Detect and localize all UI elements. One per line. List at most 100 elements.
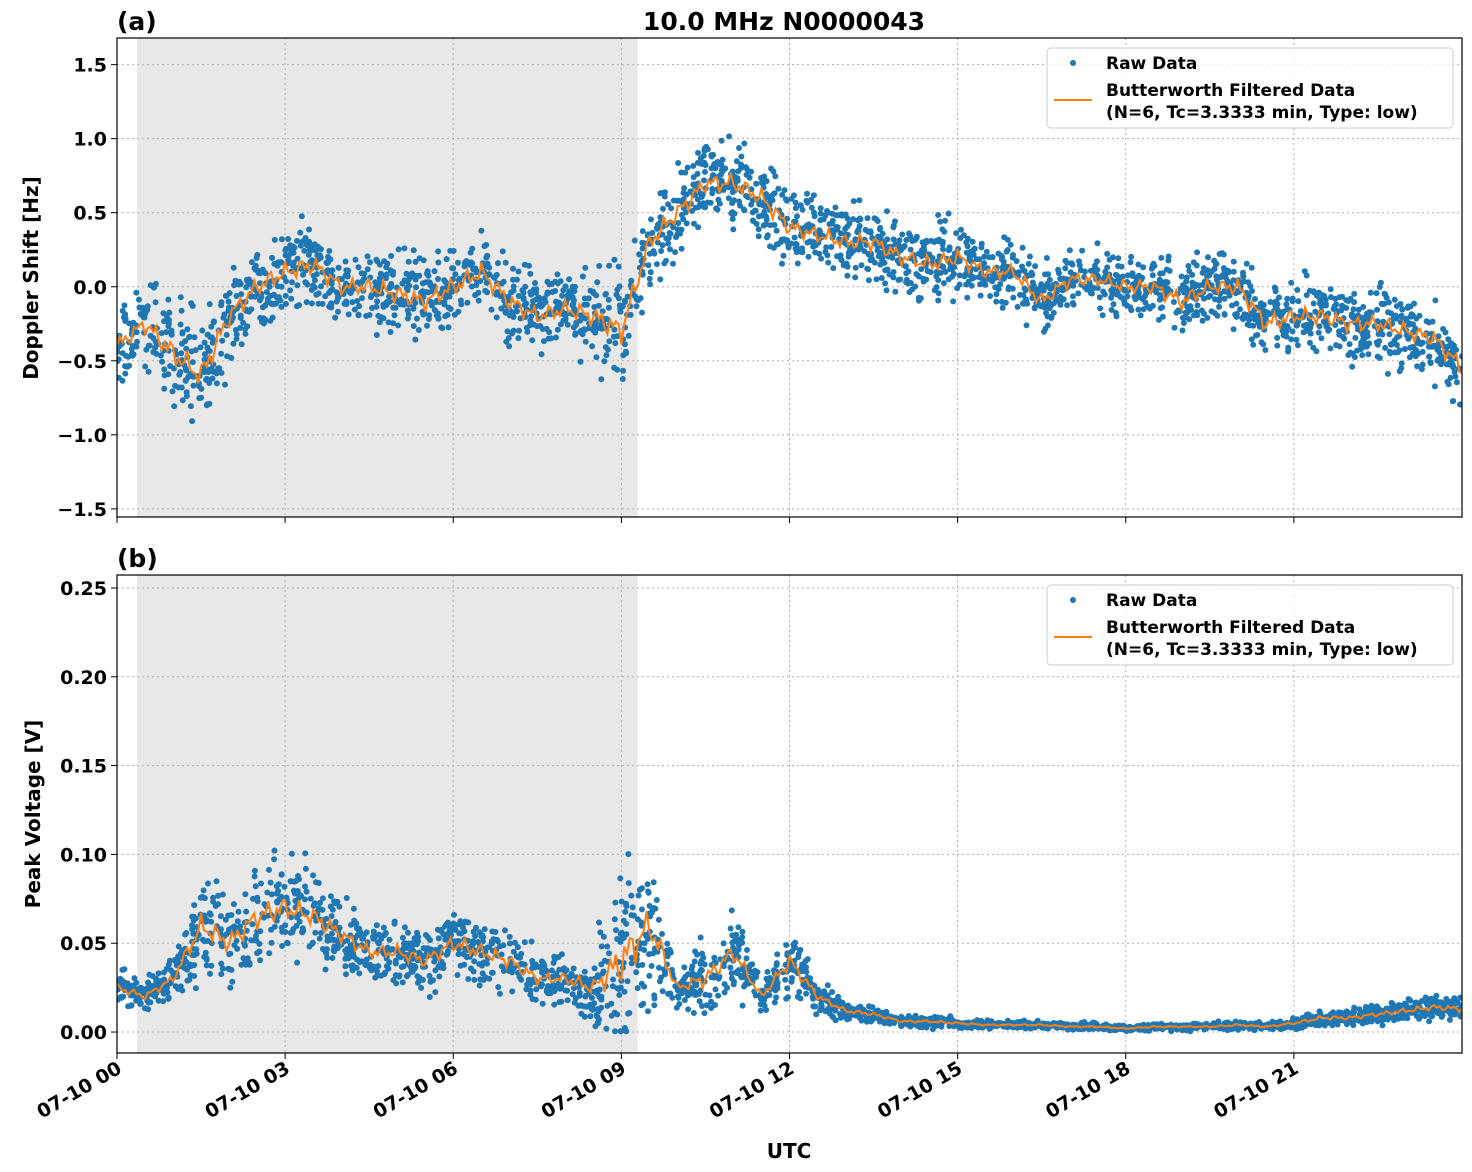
raw-data-point: [852, 264, 859, 271]
raw-data-point: [495, 984, 502, 991]
raw-data-point: [758, 996, 764, 1002]
panel-label-a: (a): [117, 7, 157, 36]
raw-data-point: [743, 192, 749, 199]
raw-data-point: [667, 230, 674, 237]
raw-data-point: [348, 921, 354, 928]
raw-data-point: [1248, 336, 1255, 343]
raw-data-point: [476, 982, 483, 989]
raw-data-point: [309, 939, 316, 946]
raw-data-point: [190, 382, 197, 389]
raw-data-point: [289, 243, 296, 250]
raw-data-point: [674, 226, 681, 233]
raw-data-point: [755, 226, 762, 233]
raw-data-point: [935, 297, 942, 304]
raw-data-point: [1128, 307, 1135, 314]
raw-data-point: [1225, 268, 1232, 274]
raw-data-point: [1046, 276, 1053, 283]
raw-data-point: [782, 196, 789, 203]
raw-data-point: [1412, 325, 1419, 332]
raw-data-point: [355, 312, 362, 319]
raw-data-point: [968, 282, 975, 289]
raw-data-point: [376, 275, 383, 282]
raw-data-point: [435, 259, 442, 266]
raw-data-point: [1390, 315, 1397, 322]
raw-data-point: [121, 302, 128, 309]
raw-data-point: [594, 279, 601, 286]
raw-data-point: [233, 335, 240, 342]
raw-data-point: [960, 232, 967, 239]
raw-data-point: [667, 246, 673, 253]
raw-data-point: [935, 212, 942, 218]
raw-data-point: [1144, 303, 1151, 310]
raw-data-point: [1256, 323, 1263, 330]
raw-data-point: [810, 995, 817, 1002]
raw-data-point: [937, 218, 944, 225]
raw-data-point: [264, 889, 271, 896]
raw-data-point: [1240, 273, 1247, 280]
raw-data-point: [481, 926, 488, 933]
raw-data-point: [1123, 293, 1130, 300]
raw-data-point: [373, 303, 380, 310]
raw-data-point: [946, 246, 953, 253]
raw-data-point: [578, 1010, 585, 1017]
raw-data-point: [639, 309, 645, 316]
raw-data-point: [700, 152, 707, 159]
y-tick-label: −0.5: [57, 351, 107, 373]
chart-title: 10.0 MHz N0000043: [643, 7, 925, 36]
raw-data-point: [271, 260, 278, 267]
raw-data-point: [1180, 320, 1187, 326]
raw-data-point: [598, 325, 605, 332]
raw-data-point: [1279, 310, 1286, 317]
raw-data-point: [635, 892, 642, 899]
raw-data-point: [1419, 361, 1426, 368]
raw-data-point: [630, 912, 637, 919]
raw-data-point: [383, 299, 390, 306]
raw-data-point: [327, 270, 334, 276]
raw-data-point: [548, 967, 555, 974]
raw-data-point: [225, 307, 232, 314]
raw-data-point: [741, 983, 748, 990]
raw-data-point: [492, 929, 499, 935]
raw-data-point: [1043, 310, 1049, 316]
raw-data-point: [329, 286, 336, 293]
raw-data-point: [1149, 272, 1156, 279]
raw-data-point: [354, 298, 361, 304]
raw-data-point: [663, 947, 670, 954]
raw-data-point: [475, 289, 482, 296]
raw-data-point: [387, 329, 394, 335]
raw-data-point: [693, 973, 700, 980]
raw-data-point: [1285, 344, 1292, 351]
raw-data-point: [155, 970, 162, 977]
raw-data-point: [570, 965, 577, 972]
raw-data-point: [564, 321, 571, 328]
raw-data-point: [633, 303, 640, 310]
raw-data-point: [1258, 339, 1265, 346]
raw-data-point: [183, 393, 190, 399]
raw-data-point: [1007, 241, 1014, 248]
raw-data-point: [189, 359, 196, 366]
raw-data-point: [1069, 300, 1076, 306]
raw-data-point: [1108, 294, 1115, 301]
raw-data-point: [1201, 310, 1208, 317]
raw-data-point: [343, 895, 350, 901]
raw-data-point: [964, 235, 971, 242]
raw-data-point: [1373, 1003, 1380, 1010]
y-tick-label: 0.5: [73, 203, 107, 225]
raw-data-point: [923, 239, 930, 246]
raw-data-point: [306, 226, 312, 233]
raw-data-point: [197, 344, 204, 351]
raw-data-point: [595, 1020, 602, 1027]
raw-data-point: [1284, 306, 1291, 313]
raw-data-point: [230, 340, 237, 347]
raw-data-point: [823, 244, 830, 251]
raw-data-point: [1435, 333, 1442, 340]
raw-data-point: [719, 156, 726, 163]
raw-data-point: [201, 339, 208, 346]
raw-data-point: [687, 188, 694, 195]
raw-data-point: [1296, 1025, 1303, 1032]
raw-data-point: [694, 159, 701, 166]
raw-data-point: [694, 196, 701, 203]
raw-data-point: [700, 200, 706, 207]
y-tick-label: 0.25: [60, 578, 107, 600]
raw-data-point: [699, 1003, 705, 1009]
